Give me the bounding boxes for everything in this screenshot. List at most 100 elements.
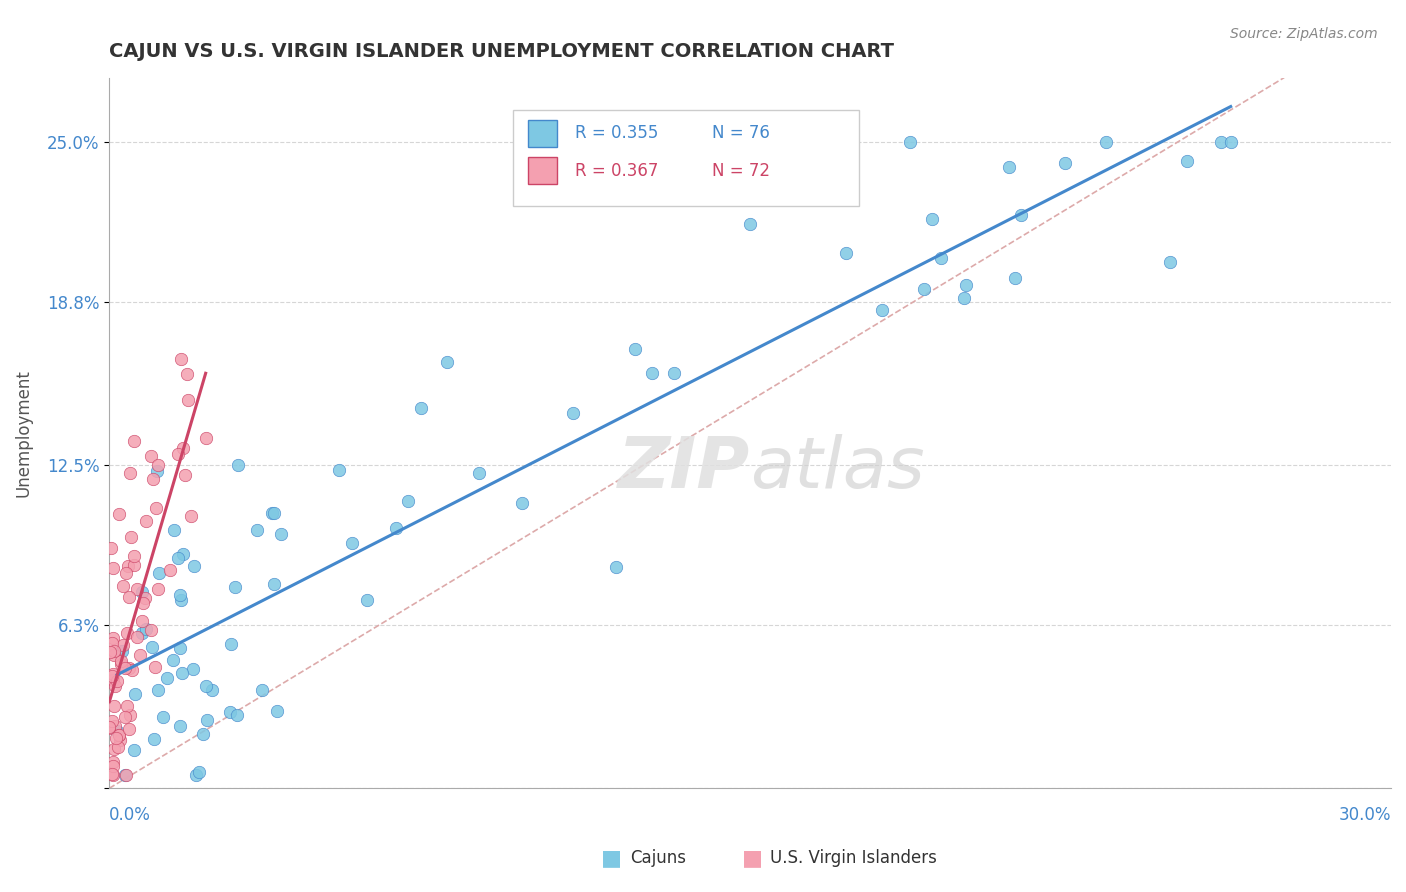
Point <box>131 585 153 599</box>
Point <box>163 523 186 537</box>
Point <box>107 507 129 521</box>
Point <box>98 720 121 734</box>
Point <box>101 768 124 782</box>
Text: N = 76: N = 76 <box>711 124 769 142</box>
Text: ■: ■ <box>602 848 621 868</box>
Point <box>195 679 218 693</box>
Point <box>146 458 169 472</box>
Point <box>1011 208 1033 222</box>
Point <box>103 644 125 658</box>
Point <box>103 648 125 662</box>
Point <box>170 592 193 607</box>
Point <box>105 723 128 738</box>
Point <box>101 673 124 687</box>
Point <box>101 668 124 682</box>
Point <box>103 758 125 772</box>
Point <box>169 719 191 733</box>
Point <box>132 596 155 610</box>
Point <box>167 551 190 566</box>
Point <box>121 663 143 677</box>
Point <box>396 494 419 508</box>
Point <box>436 355 458 369</box>
Point <box>193 727 215 741</box>
Point <box>103 699 125 714</box>
Point <box>114 661 136 675</box>
Point <box>898 135 921 149</box>
Text: N = 72: N = 72 <box>711 161 769 179</box>
Point <box>177 393 200 408</box>
Text: atlas: atlas <box>751 434 925 503</box>
Point <box>194 431 217 445</box>
Point <box>145 500 167 515</box>
Point <box>107 728 129 742</box>
Point <box>183 559 205 574</box>
Point <box>1053 155 1076 169</box>
Point <box>952 292 974 306</box>
Point <box>328 463 350 477</box>
Point <box>246 523 269 537</box>
Point <box>104 719 127 733</box>
Point <box>167 447 190 461</box>
Point <box>118 661 141 675</box>
Point <box>1209 135 1232 149</box>
Text: CAJUN VS U.S. VIRGIN ISLANDER UNEMPLOYMENT CORRELATION CHART: CAJUN VS U.S. VIRGIN ISLANDER UNEMPLOYME… <box>110 42 894 61</box>
Point <box>1175 154 1198 169</box>
Point <box>100 541 122 556</box>
Point <box>181 662 204 676</box>
Point <box>105 673 128 688</box>
Point <box>101 714 124 729</box>
Point <box>110 654 132 668</box>
Point <box>921 211 943 226</box>
FancyBboxPatch shape <box>529 120 557 146</box>
Point <box>124 434 146 448</box>
Point <box>101 561 124 575</box>
Point <box>98 721 121 735</box>
Point <box>101 766 124 780</box>
Point <box>146 682 169 697</box>
Point <box>263 576 285 591</box>
Point <box>176 368 198 382</box>
Point <box>103 742 125 756</box>
Point <box>117 625 139 640</box>
Point <box>170 351 193 366</box>
Point <box>835 246 858 260</box>
Point <box>263 506 285 520</box>
Point <box>146 582 169 597</box>
Y-axis label: Unemployment: Unemployment <box>15 369 32 497</box>
Point <box>250 682 273 697</box>
Point <box>201 682 224 697</box>
Point <box>143 660 166 674</box>
Text: Cajuns: Cajuns <box>630 849 686 867</box>
Point <box>172 666 194 681</box>
Point <box>561 406 583 420</box>
Point <box>270 527 292 541</box>
Point <box>740 217 762 231</box>
Point <box>139 623 162 637</box>
Point <box>156 671 179 685</box>
Point <box>1159 255 1181 269</box>
Point <box>114 768 136 782</box>
Point <box>105 731 128 745</box>
Point <box>141 640 163 655</box>
Point <box>112 579 135 593</box>
Point <box>127 582 149 596</box>
Point <box>195 714 218 728</box>
Point <box>169 641 191 656</box>
Point <box>117 559 139 574</box>
Point <box>1095 135 1118 149</box>
Point <box>131 626 153 640</box>
Point <box>148 566 170 580</box>
Point <box>111 644 134 658</box>
FancyBboxPatch shape <box>513 110 859 205</box>
Point <box>641 366 664 380</box>
Point <box>186 768 208 782</box>
Point <box>125 630 148 644</box>
Point <box>929 251 952 265</box>
Point <box>955 277 977 292</box>
Point <box>118 722 141 736</box>
Point <box>122 743 145 757</box>
Text: ZIP: ZIP <box>617 434 751 503</box>
Point <box>409 401 432 415</box>
Point <box>224 580 246 594</box>
Point <box>152 709 174 723</box>
